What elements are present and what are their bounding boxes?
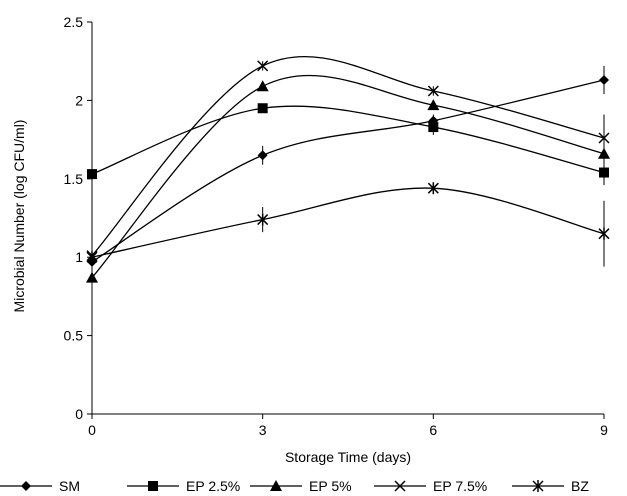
legend-item-sm: SM — [0, 478, 80, 494]
y-tick-label: 2.5 — [64, 14, 84, 30]
y-tick-label: 1.5 — [64, 171, 84, 187]
legend-marker-bz — [532, 480, 544, 492]
data-point-bz — [598, 227, 610, 240]
data-point-ep-7-5 — [598, 132, 610, 144]
x-axis-title: Storage Time (days) — [285, 449, 411, 465]
data-point-ep-2-5 — [257, 103, 268, 114]
data-point-ep-7-5 — [427, 85, 439, 97]
legend-marker-ep-2-5 — [148, 481, 158, 491]
series-markers — [86, 60, 610, 283]
series-line-ep-7-5 — [91, 56, 605, 257]
y-tick-label: 0 — [75, 406, 83, 422]
series-line-sm — [91, 79, 605, 263]
legend-label: BZ — [571, 478, 589, 494]
y-axis-title: Microbial Number (log CFU/ml) — [11, 120, 27, 313]
data-point-sm — [599, 75, 609, 86]
x-tick-label: 9 — [600, 422, 608, 438]
legend-item-ep-2-5: EP 2.5% — [127, 478, 240, 494]
data-point-bz — [427, 182, 439, 195]
x-tick-label: 0 — [88, 422, 96, 438]
legend-item-ep-7-5: EP 7.5% — [374, 478, 487, 494]
legend-marker-sm — [21, 481, 31, 491]
data-point-ep-2-5 — [428, 122, 439, 133]
legend-label: EP 5% — [309, 478, 352, 494]
legend-label: SM — [59, 478, 80, 494]
data-point-ep-2-5 — [599, 167, 609, 178]
data-point-ep-5 — [427, 99, 440, 111]
error-bars — [91, 61, 605, 284]
data-point-ep-5 — [256, 80, 269, 92]
y-tick-label: 0.5 — [64, 328, 84, 344]
data-point-sm — [257, 150, 268, 161]
series-line-bz — [91, 187, 605, 258]
legend-item-ep-5: EP 5% — [250, 478, 352, 494]
legend: SM EP 2.5% EP 5% EP 7.5% BZ — [0, 478, 589, 494]
axes — [87, 21, 605, 419]
x-tick-labels: 0 3 6 9 — [88, 422, 608, 438]
series-lines — [91, 56, 605, 279]
series-line-ep-2-5 — [91, 105, 605, 175]
y-tick-label: 2 — [75, 92, 83, 108]
legend-marker-ep-7-5 — [394, 480, 406, 492]
data-point-ep-7-5 — [257, 60, 269, 72]
y-tick-labels: 0 0.5 1 1.5 2 2.5 — [64, 14, 84, 422]
legend-marker-ep-5 — [270, 480, 282, 491]
legend-label: EP 7.5% — [433, 478, 487, 494]
data-point-bz — [257, 213, 269, 226]
x-tick-label: 3 — [259, 422, 267, 438]
legend-label: EP 2.5% — [186, 478, 240, 494]
x-tick-label: 6 — [429, 422, 437, 438]
series-line-ep-5 — [91, 74, 605, 279]
legend-item-bz: BZ — [512, 478, 589, 494]
data-point-ep-5 — [598, 147, 610, 159]
y-tick-label: 1 — [75, 249, 83, 265]
